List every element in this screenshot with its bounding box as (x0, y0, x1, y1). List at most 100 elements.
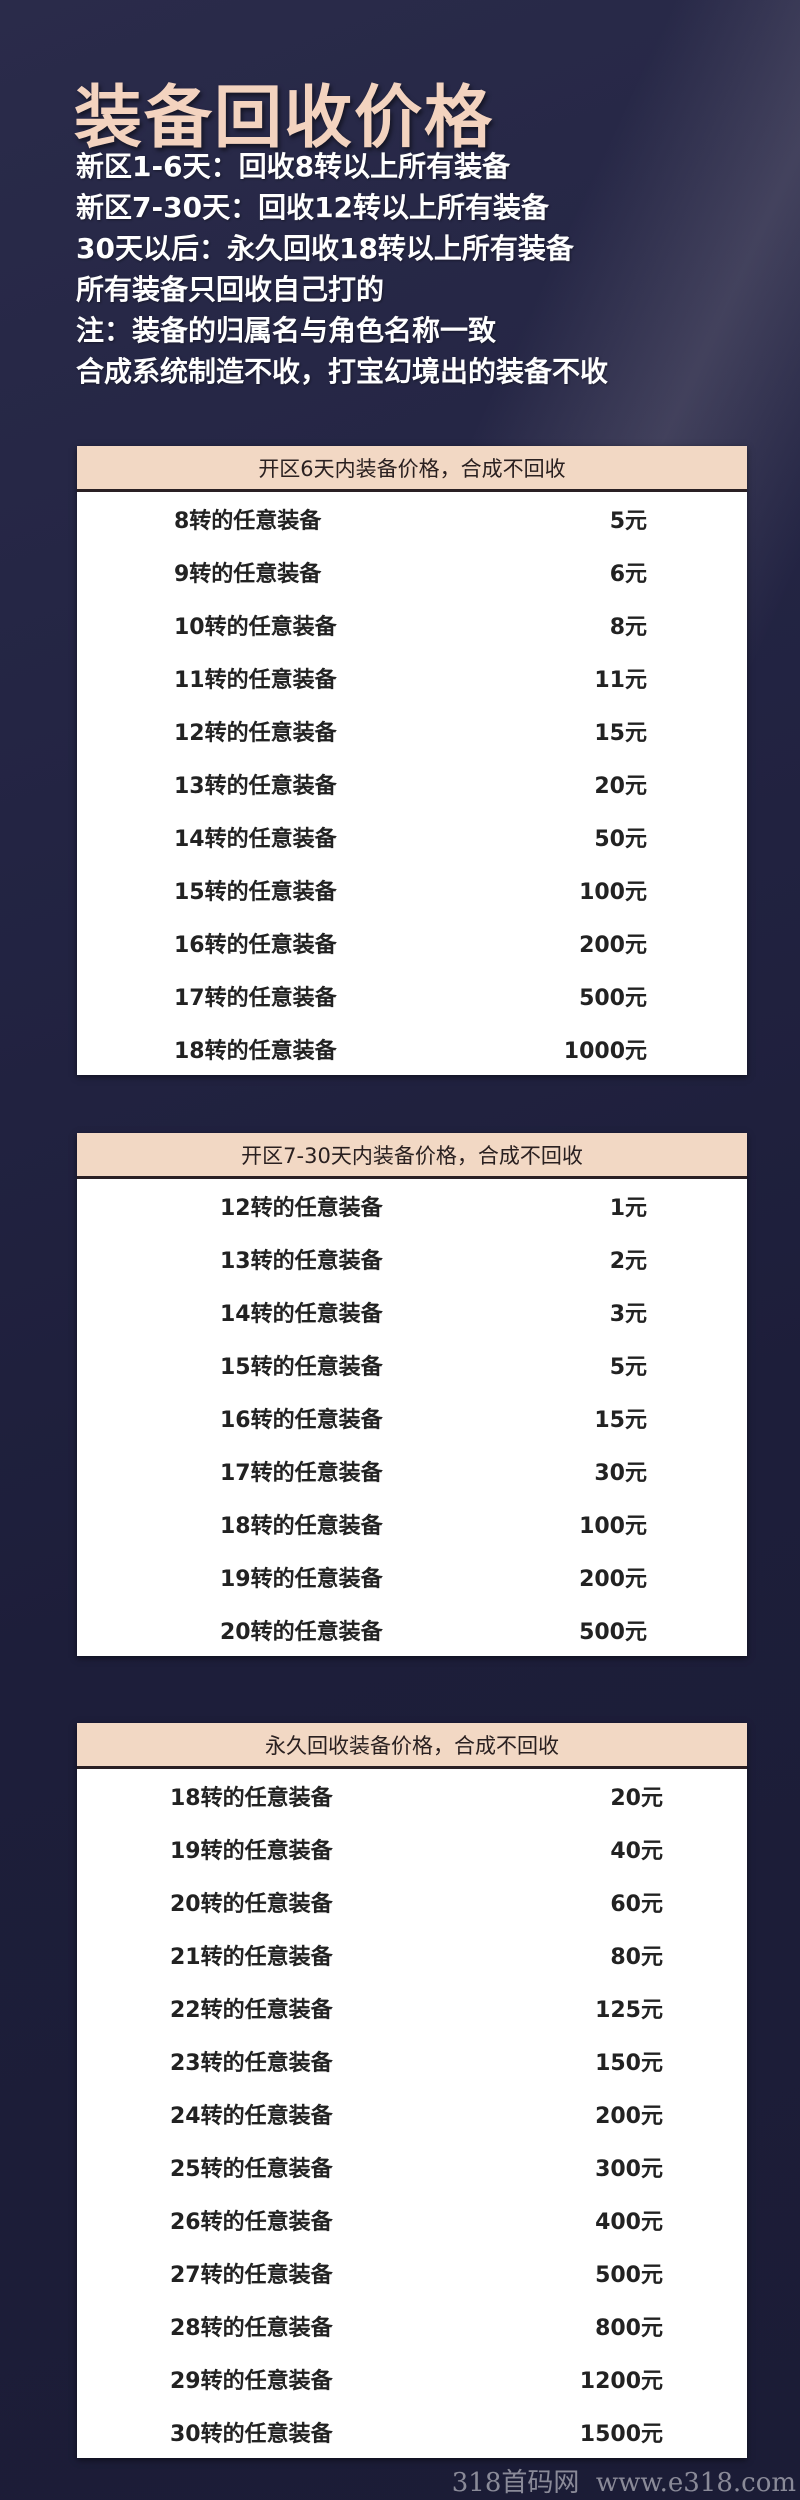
table-header: 永久回收装备价格，合成不回收 (77, 1723, 747, 1769)
table-row: 26转的任意装备 400元 (77, 2193, 747, 2246)
table-header: 开区6天内装备价格，合成不回收 (77, 446, 747, 492)
item-label: 19转的任意装备 (220, 1566, 383, 1592)
table-row: 11转的任意装备 11元 (77, 651, 747, 704)
item-label: 14转的任意装备 (220, 1301, 383, 1327)
table-row: 17转的任意装备 30元 (77, 1444, 747, 1497)
item-price: 300元 (595, 2156, 663, 2182)
item-price: 400元 (595, 2209, 663, 2235)
item-label: 20转的任意装备 (220, 1619, 383, 1645)
item-price: 5元 (609, 1354, 647, 1380)
table-row: 15转的任意装备 100元 (77, 863, 747, 916)
item-price: 15元 (594, 1407, 647, 1433)
table-row: 29转的任意装备 1200元 (77, 2352, 747, 2405)
item-label: 29转的任意装备 (170, 2368, 333, 2394)
item-label: 17转的任意装备 (220, 1460, 383, 1486)
item-price: 11元 (594, 667, 647, 693)
item-label: 12转的任意装备 (174, 720, 337, 746)
table-row: 18转的任意装备 1000元 (77, 1022, 747, 1075)
table-row: 25转的任意装备 300元 (77, 2140, 747, 2193)
table-row: 28转的任意装备 800元 (77, 2299, 747, 2352)
item-price: 5元 (609, 508, 647, 534)
table-row: 18转的任意装备 100元 (77, 1497, 747, 1550)
item-price: 200元 (579, 1566, 647, 1592)
item-price: 1500元 (579, 2421, 663, 2447)
table-row: 9转的任意装备 6元 (77, 545, 747, 598)
item-label: 18转的任意装备 (174, 1038, 337, 1064)
item-price: 500元 (579, 1619, 647, 1645)
item-price: 500元 (595, 2262, 663, 2288)
item-label: 14转的任意装备 (174, 826, 337, 852)
item-label: 26转的任意装备 (170, 2209, 333, 2235)
intro-line: 合成系统制造不收，打宝幻境出的装备不收 (76, 355, 609, 388)
table-row: 24转的任意装备 200元 (77, 2087, 747, 2140)
table-row: 12转的任意装备 15元 (77, 704, 747, 757)
intro-line: 注：装备的归属名与角色名称一致 (76, 314, 497, 347)
table-header: 开区7-30天内装备价格，合成不回收 (77, 1133, 747, 1179)
item-label: 15转的任意装备 (174, 879, 337, 905)
item-price: 150元 (595, 2050, 663, 2076)
watermark: 318首码网 www.e318.com (451, 2468, 796, 2498)
table-row: 30转的任意装备 1500元 (77, 2405, 747, 2458)
table-row: 27转的任意装备 500元 (77, 2246, 747, 2299)
item-price: 200元 (595, 2103, 663, 2129)
item-price: 15元 (594, 720, 647, 746)
item-price: 500元 (579, 985, 647, 1011)
table-row: 22转的任意装备 125元 (77, 1981, 747, 2034)
table-row: 19转的任意装备 40元 (77, 1822, 747, 1875)
item-label: 17转的任意装备 (174, 985, 337, 1011)
table-row: 14转的任意装备 50元 (77, 810, 747, 863)
item-label: 20转的任意装备 (170, 1891, 333, 1917)
price-table-first-6-days: 开区6天内装备价格，合成不回收 8转的任意装备 5元 9转的任意装备 6元 10转的任意装… (77, 446, 747, 1075)
item-price: 8元 (609, 614, 647, 640)
item-price: 100元 (579, 879, 647, 905)
intro-line: 新区7-30天：回收12转以上所有装备 (76, 191, 550, 224)
intro-line: 所有装备只回收自己打的 (76, 273, 385, 306)
item-price: 20元 (610, 1785, 663, 1811)
intro-line: 新区1-6天：回收8转以上所有装备 (76, 150, 511, 183)
item-label: 12转的任意装备 (220, 1195, 383, 1221)
item-label: 15转的任意装备 (220, 1354, 383, 1380)
table-row: 21转的任意装备 80元 (77, 1928, 747, 1981)
table-row: 10转的任意装备 8元 (77, 598, 747, 651)
item-price: 100元 (579, 1513, 647, 1539)
item-label: 9转的任意装备 (174, 561, 322, 587)
item-price: 50元 (594, 826, 647, 852)
item-price: 1200元 (579, 2368, 663, 2394)
item-price: 6元 (609, 561, 647, 587)
table-row: 13转的任意装备 2元 (77, 1232, 747, 1285)
item-label: 30转的任意装备 (170, 2421, 333, 2447)
item-price: 80元 (610, 1944, 663, 1970)
item-price: 1000元 (563, 1038, 647, 1064)
item-price: 2元 (609, 1248, 647, 1274)
item-label: 25转的任意装备 (170, 2156, 333, 2182)
item-label: 19转的任意装备 (170, 1838, 333, 1864)
price-table-7-30-days: 开区7-30天内装备价格，合成不回收 12转的任意装备 1元 13转的任意装备 2元 14… (77, 1133, 747, 1656)
item-label: 27转的任意装备 (170, 2262, 333, 2288)
item-label: 24转的任意装备 (170, 2103, 333, 2129)
table-row: 16转的任意装备 200元 (77, 916, 747, 969)
table-row: 17转的任意装备 500元 (77, 969, 747, 1022)
item-label: 13转的任意装备 (220, 1248, 383, 1274)
table-row: 20转的任意装备 500元 (77, 1603, 747, 1656)
item-price: 30元 (594, 1460, 647, 1486)
item-price: 40元 (610, 1838, 663, 1864)
intro-notes: 新区1-6天：回收8转以上所有装备 新区7-30天：回收12转以上所有装备 30… (76, 146, 608, 392)
table-row: 8转的任意装备 5元 (77, 492, 747, 545)
price-table-permanent: 永久回收装备价格，合成不回收 18转的任意装备 20元 19转的任意装备 40元 20转的… (77, 1723, 747, 2458)
item-label: 8转的任意装备 (174, 508, 322, 534)
item-price: 60元 (610, 1891, 663, 1917)
item-price: 1元 (609, 1195, 647, 1221)
page-title: 装备回收价格 (74, 79, 495, 158)
table-row: 13转的任意装备 20元 (77, 757, 747, 810)
item-label: 22转的任意装备 (170, 1997, 333, 2023)
table-row: 16转的任意装备 15元 (77, 1391, 747, 1444)
item-price: 200元 (579, 932, 647, 958)
table-row: 20转的任意装备 60元 (77, 1875, 747, 1928)
table-row: 18转的任意装备 20元 (77, 1769, 747, 1822)
item-price: 3元 (609, 1301, 647, 1327)
table-row: 12转的任意装备 1元 (77, 1179, 747, 1232)
item-label: 10转的任意装备 (174, 614, 337, 640)
item-label: 21转的任意装备 (170, 1944, 333, 1970)
item-price: 800元 (595, 2315, 663, 2341)
item-price: 125元 (595, 1997, 663, 2023)
